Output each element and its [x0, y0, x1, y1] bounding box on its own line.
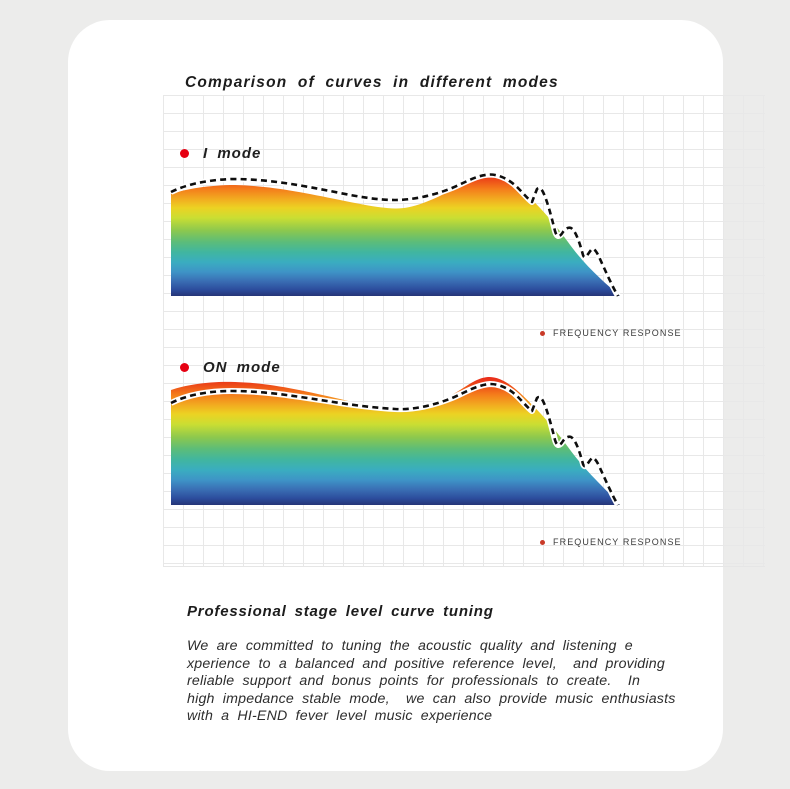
mode-label-i: I mode: [180, 144, 261, 162]
mode-label-text: ON mode: [203, 358, 281, 376]
legend-bullet-icon: [540, 539, 545, 545]
content-card: Comparison of curves in different modes …: [68, 20, 765, 771]
footer-body-text: We are committed to tuning the acoustic …: [187, 638, 676, 725]
page-title: Comparison of curves in different modes: [185, 74, 559, 91]
footer-heading: Professional stage level curve tuning: [187, 603, 494, 620]
chart2-legend: FREQUENCY RESPONSE: [540, 536, 682, 548]
legend-label: FREQUENCY RESPONSE: [553, 328, 682, 338]
legend-label: FREQUENCY RESPONSE: [553, 537, 682, 547]
red-bullet-icon: [180, 362, 189, 372]
chart1-legend: FREQUENCY RESPONSE: [540, 327, 682, 339]
mode-label-on: ON mode: [180, 358, 281, 376]
mode-label-text: I mode: [203, 144, 262, 162]
legend-bullet-icon: [540, 330, 545, 336]
red-bullet-icon: [180, 148, 189, 158]
